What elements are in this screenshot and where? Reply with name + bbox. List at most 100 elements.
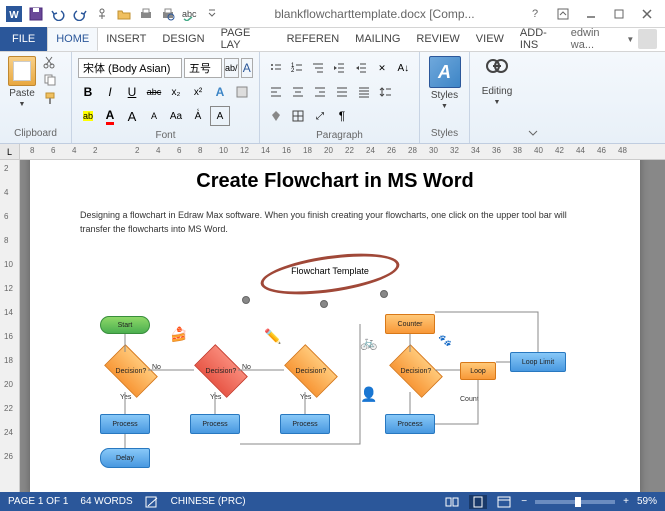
file-tab[interactable]: FILE	[0, 27, 47, 51]
user-area[interactable]: edwin wa... ▼	[571, 27, 665, 51]
tab-references[interactable]: REFEREN	[279, 27, 348, 51]
highlight-icon[interactable]: ab	[78, 106, 98, 126]
shading-icon[interactable]	[266, 106, 286, 126]
svg-text:abc: abc	[182, 9, 197, 19]
page-indicator[interactable]: PAGE 1 OF 1	[8, 496, 68, 507]
statusbar: PAGE 1 OF 1 64 WORDS CHINESE (PRC) − + 5…	[0, 492, 665, 511]
flowchart-title-oval: Flowchart Template	[260, 256, 400, 292]
bullets-icon[interactable]	[266, 58, 285, 78]
italic-button[interactable]: I	[100, 82, 120, 102]
underline-button[interactable]: U	[122, 82, 142, 102]
web-layout-icon[interactable]	[495, 495, 513, 509]
ruler-vertical[interactable]: 2468101214161820222426	[0, 160, 20, 492]
char-shading-icon[interactable]	[232, 82, 252, 102]
font-size-select[interactable]	[184, 58, 222, 78]
multilevel-list-icon[interactable]	[309, 58, 328, 78]
char-border-icon[interactable]: A	[210, 106, 230, 126]
bold-button[interactable]: B	[78, 82, 98, 102]
paragraph-marks-icon[interactable]: ¶	[332, 106, 352, 126]
editing-button[interactable]: Editing ▼	[476, 54, 518, 108]
tab-review[interactable]: REVIEW	[408, 27, 467, 51]
print-preview-icon[interactable]	[158, 4, 178, 24]
sort-icon[interactable]: ⤢	[310, 106, 330, 126]
save-icon[interactable]	[26, 4, 46, 24]
tab-design[interactable]: DESIGN	[154, 27, 212, 51]
tab-addins[interactable]: ADD-INS	[512, 27, 571, 51]
counter-shape: Counter	[385, 314, 435, 334]
superscript-button[interactable]: x²	[188, 82, 208, 102]
qat-dropdown-icon[interactable]	[202, 4, 222, 24]
format-painter-icon[interactable]	[42, 90, 58, 106]
font-color-icon[interactable]: A	[100, 106, 120, 126]
open-icon[interactable]	[114, 4, 134, 24]
help-icon[interactable]: ?	[523, 4, 547, 24]
cake-icon: 🍰	[170, 326, 187, 343]
read-mode-icon[interactable]	[443, 495, 461, 509]
word-icon[interactable]: W	[4, 4, 24, 24]
minimize-icon[interactable]	[579, 4, 603, 24]
phonetic-guide-icon[interactable]: A̾	[188, 106, 208, 126]
show-marks-icon[interactable]: A↓	[394, 58, 413, 78]
change-case-icon[interactable]: Aa	[166, 106, 186, 126]
align-right-icon[interactable]	[310, 82, 330, 102]
line-spacing-icon[interactable]	[376, 82, 396, 102]
collapse-ribbon-icon[interactable]	[524, 52, 542, 143]
redo-icon[interactable]	[70, 4, 90, 24]
font-family-select[interactable]	[78, 58, 182, 78]
grow-font-icon[interactable]: A	[122, 106, 142, 126]
language-indicator[interactable]: CHINESE (PRC)	[171, 496, 246, 507]
distribute-icon[interactable]	[354, 82, 374, 102]
loop-shape: Loop	[460, 362, 496, 380]
ribbon-options-icon[interactable]	[551, 4, 575, 24]
zoom-level[interactable]: 59%	[637, 496, 657, 507]
tab-home[interactable]: HOME	[47, 27, 98, 51]
touch-mode-icon[interactable]	[92, 4, 112, 24]
spell-check-icon[interactable]	[145, 496, 159, 508]
group-styles: A Styles ▼ Styles	[420, 52, 470, 143]
increase-indent-icon[interactable]	[351, 58, 370, 78]
spelling-icon[interactable]: abc	[180, 4, 200, 24]
align-center-icon[interactable]	[288, 82, 308, 102]
process-shape-3: Process	[280, 414, 330, 434]
borders-icon[interactable]	[288, 106, 308, 126]
tab-insert[interactable]: INSERT	[98, 27, 154, 51]
zoom-out-icon[interactable]: −	[521, 496, 527, 507]
clipboard-label: Clipboard	[6, 126, 65, 141]
asian-layout-icon[interactable]: ✕	[372, 58, 391, 78]
zoom-slider[interactable]	[535, 500, 615, 504]
maximize-icon[interactable]	[607, 4, 631, 24]
user-avatar-icon	[638, 29, 657, 49]
strikethrough-button[interactable]: abc	[144, 82, 164, 102]
paste-button[interactable]: Paste ▼	[6, 54, 38, 110]
enclose-char-icon[interactable]: A	[241, 58, 253, 78]
cut-icon[interactable]	[42, 54, 58, 70]
user-name: edwin wa...	[571, 27, 623, 51]
clear-formatting-icon[interactable]: ab/	[224, 58, 239, 78]
close-icon[interactable]	[635, 4, 659, 24]
numbering-icon[interactable]: 12	[287, 58, 306, 78]
zoom-in-icon[interactable]: +	[623, 496, 629, 507]
decision-shape-3: Decision?	[284, 344, 338, 398]
page-viewport[interactable]: Create Flowchart in MS Word Designing a …	[20, 160, 665, 492]
tab-mailings[interactable]: MAILING	[347, 27, 408, 51]
find-icon	[483, 56, 511, 84]
tab-view[interactable]: VIEW	[468, 27, 512, 51]
print-layout-icon[interactable]	[469, 495, 487, 509]
ruler-horizontal[interactable]: L 86422468101214161820222426283032343638…	[0, 144, 665, 160]
text-effects-icon[interactable]: A	[210, 82, 230, 102]
copy-icon[interactable]	[42, 72, 58, 88]
word-count[interactable]: 64 WORDS	[80, 496, 132, 507]
quick-print-icon[interactable]	[136, 4, 156, 24]
undo-icon[interactable]	[48, 4, 68, 24]
shrink-font-icon[interactable]: A	[144, 106, 164, 126]
group-font: ab/ A B I U abc x₂ x² A ab A A A Aa A̾ A	[72, 52, 260, 143]
decrease-indent-icon[interactable]	[330, 58, 349, 78]
subscript-button[interactable]: x₂	[166, 82, 186, 102]
quick-access-toolbar: W abc	[0, 4, 226, 24]
group-clipboard: Paste ▼ Clipboard	[0, 52, 72, 143]
styles-label: Styles	[426, 126, 463, 141]
align-left-icon[interactable]	[266, 82, 286, 102]
tab-pagelayout[interactable]: PAGE LAY	[213, 27, 279, 51]
justify-icon[interactable]	[332, 82, 352, 102]
styles-button[interactable]: A Styles ▼	[426, 54, 463, 112]
